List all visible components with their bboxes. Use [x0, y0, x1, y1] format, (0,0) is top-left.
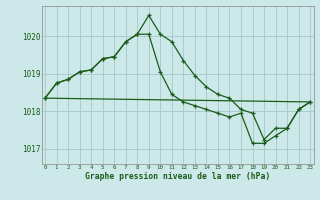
X-axis label: Graphe pression niveau de la mer (hPa): Graphe pression niveau de la mer (hPa)	[85, 172, 270, 181]
